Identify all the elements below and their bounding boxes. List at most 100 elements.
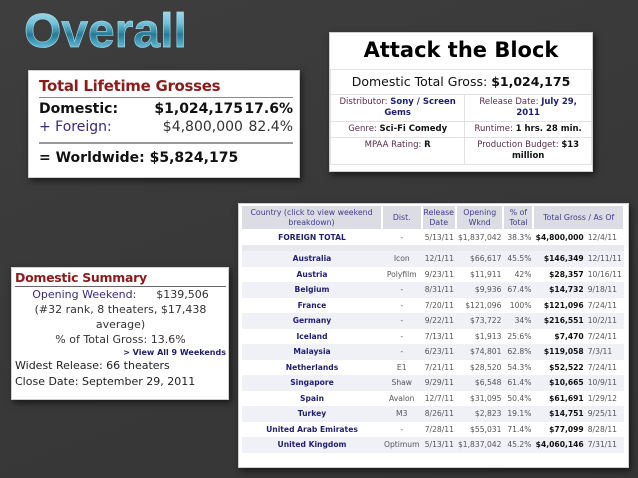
release-cell: 12/1/11 [421, 251, 456, 267]
total-release: 5/13/11 [421, 229, 456, 245]
col-release[interactable]: Release Date [421, 206, 457, 229]
distributor-cell: Distributor: Sony / Screen Gems [329, 94, 466, 122]
mpaa-value: R [424, 140, 431, 150]
domestic-amount: $1,024,175 [154, 101, 243, 117]
pct-cell: 67.4% [503, 282, 534, 298]
gross-cell: $61,691 [533, 390, 586, 406]
table-row: Iceland - 7/13/11 $1,913 25.6% $7,470 7/… [242, 328, 624, 344]
view-all-weekends-link[interactable]: > View All 9 Weekends [123, 348, 226, 357]
country-link[interactable]: Singapore [242, 375, 382, 391]
opening-cell: $9,936 [455, 282, 504, 298]
gross-cell: $146,349 [533, 251, 586, 267]
foreign-gross-panel: Country (click to view weekend breakdown… [238, 203, 629, 468]
opening-weekend-label[interactable]: Opening Weekend: [32, 288, 137, 301]
country-link[interactable]: United Kingdom [242, 437, 382, 453]
dist-cell: - [382, 344, 422, 360]
pct-cell: 45.2% [503, 437, 534, 453]
release-cell: 12/7/11 [421, 390, 456, 406]
opening-cell: $11,911 [455, 266, 504, 282]
domestic-label: Domestic: [39, 101, 119, 117]
release-cell: 9/22/11 [421, 313, 456, 329]
domestic-percent: 17.6% [244, 101, 293, 117]
country-link[interactable]: Belgium [242, 282, 382, 298]
table-row: United Kingdom Optimum 5/13/11 $1,837,04… [242, 437, 624, 453]
gross-cell: $77,099 [533, 421, 586, 437]
gross-cell: $52,522 [533, 359, 586, 375]
domestic-summary-panel: Domestic Summary Opening Weekend: $139,5… [11, 267, 229, 400]
release-date-cell: Release Date: July 29, 2011 [464, 94, 592, 122]
col-total-gross[interactable]: Total Gross / As Of [533, 206, 625, 229]
runtime-value: 1 hrs. 28 min. [515, 124, 582, 134]
gross-cell: $216,551 [533, 313, 586, 329]
table-row: Austria Polyfilm 9/23/11 $11,911 42% $28… [242, 266, 624, 282]
opening-weekend-detail: (#32 rank, 8 theaters, $17,438 average) [34, 303, 207, 331]
gross-cell: $10,665 [533, 375, 586, 391]
country-link[interactable]: Australia [242, 251, 382, 267]
col-country[interactable]: Country (click to view weekend breakdown… [242, 206, 383, 229]
domestic-total-value: $1,024,175 [491, 74, 571, 89]
table-row: Germany - 9/22/11 $73,722 34% $216,551 1… [242, 313, 624, 329]
table-row: Australia Icon 12/1/11 $66,617 45.5% $14… [242, 251, 624, 267]
widest-release: Widest Release: 66 theaters [15, 359, 170, 372]
movie-details-table: Domestic Total Gross: $1,024,175 Distrib… [329, 69, 592, 165]
mpaa-cell: MPAA Rating: R [329, 137, 466, 165]
opening-cell: $121,096 [455, 297, 504, 313]
domestic-gross-row: Domestic: $1,024,175 17.6% [39, 100, 293, 118]
foreign-label[interactable]: + Foreign: [39, 119, 112, 135]
table-header-row: Country (click to view weekend breakdown… [242, 206, 625, 229]
dist-cell: E1 [382, 359, 422, 375]
col-opening[interactable]: Opening Wknd [455, 206, 505, 229]
foreign-percent: 82.4% [248, 119, 293, 135]
dist-cell: Optimum [382, 437, 422, 453]
country-link[interactable]: Malaysia [242, 344, 382, 360]
distributor-label: Distributor: [339, 97, 388, 107]
total-country: FOREIGN TOTAL [242, 229, 382, 245]
release-cell: 7/13/11 [421, 328, 456, 344]
release-cell: 6/23/11 [421, 344, 456, 360]
dist-cell: M3 [382, 406, 422, 422]
col-dist[interactable]: Dist. [382, 206, 423, 229]
dist-cell: - [382, 313, 422, 329]
country-link[interactable]: Spain [242, 390, 382, 406]
dist-cell: Avalon [382, 390, 422, 406]
asof-cell: 9/18/11 [585, 282, 624, 298]
dist-cell: Shaw [382, 375, 422, 391]
asof-cell: 7/31/11 [585, 437, 624, 453]
domestic-total-label: Domestic Total Gross: [351, 74, 488, 89]
pct-cell: 19.1% [503, 406, 534, 422]
country-link[interactable]: Austria [242, 266, 382, 282]
country-link[interactable]: Germany [242, 313, 382, 329]
release-cell: 8/31/11 [421, 282, 456, 298]
divider [39, 142, 293, 144]
dist-cell: Polyfilm [382, 266, 422, 282]
runtime-label: Runtime: [474, 124, 513, 134]
gross-cell: $14,751 [533, 406, 586, 422]
country-link[interactable]: France [242, 297, 382, 313]
pct-cell: 100% [503, 297, 534, 313]
pct-cell: 42% [503, 266, 534, 282]
release-cell: 7/28/11 [421, 421, 456, 437]
country-link[interactable]: United Arab Emirates [242, 421, 382, 437]
release-date-label: Release Date: [479, 97, 539, 107]
foreign-total-row: FOREIGN TOTAL - 5/13/11 $1,837,042 38.3%… [242, 229, 624, 245]
country-link[interactable]: Iceland [242, 328, 382, 344]
asof-cell: 10/9/11 [585, 375, 624, 391]
foreign-gross-row: + Foreign: $4,800,000 82.4% [39, 118, 293, 136]
country-link[interactable]: Netherlands [242, 359, 382, 375]
pct-cell: 50.4% [503, 390, 534, 406]
release-cell: 9/29/11 [421, 375, 456, 391]
gross-cell: $28,357 [533, 266, 586, 282]
release-date-link[interactable]: July 29, 2011 [516, 97, 577, 118]
country-link[interactable]: Turkey [242, 406, 382, 422]
release-cell: 9/23/11 [421, 266, 456, 282]
genre-value: Sci-Fi Comedy [379, 124, 448, 134]
pct-cell: 71.4% [503, 421, 534, 437]
col-pct[interactable]: % of Total [503, 206, 535, 229]
release-cell: 5/13/11 [421, 437, 456, 453]
opening-cell: $31,095 [455, 390, 504, 406]
table-row: Malaysia - 6/23/11 $74,801 62.8% $119,05… [242, 344, 624, 360]
genre-label: Genre: [348, 124, 377, 134]
total-asof: 12/4/11 [585, 229, 624, 245]
gross-cell: $119,058 [533, 344, 586, 360]
distributor-link[interactable]: Sony / Screen Gems [384, 97, 456, 118]
